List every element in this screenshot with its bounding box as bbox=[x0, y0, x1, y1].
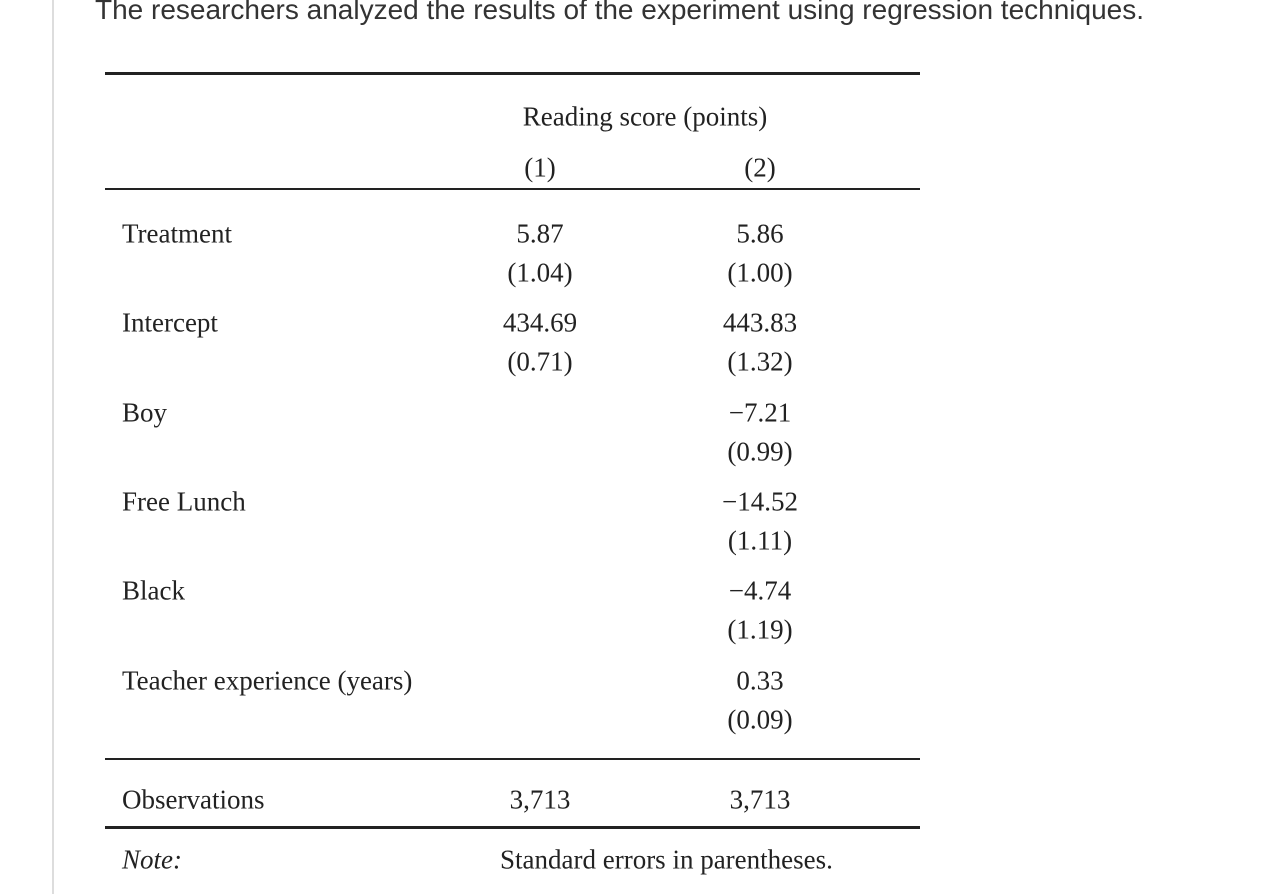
note-label: Note: bbox=[122, 844, 182, 875]
top-rule bbox=[105, 72, 920, 75]
coefficient: 0.33 bbox=[736, 665, 784, 695]
standard-error: (1.32) bbox=[727, 346, 793, 377]
standard-error: (0.99) bbox=[727, 436, 793, 467]
coefficient: −14.52 bbox=[722, 486, 798, 517]
coefficient: 5.86 bbox=[736, 218, 784, 249]
intro-text: The researchers analyzed the results of … bbox=[95, 0, 1145, 25]
observations-value: 3,713 bbox=[509, 784, 571, 815]
body-rule bbox=[105, 758, 920, 760]
coefficient: −4.74 bbox=[728, 575, 792, 606]
header-rule bbox=[105, 188, 920, 190]
row-label: Boy bbox=[122, 397, 168, 428]
bottom-rule bbox=[105, 826, 920, 829]
column-header: (1) bbox=[524, 152, 556, 183]
standard-error: (1.00) bbox=[727, 257, 793, 288]
observations-value: 3,713 bbox=[729, 784, 791, 815]
coefficient: −7.21 bbox=[728, 397, 792, 428]
row-label: Observations bbox=[122, 784, 265, 815]
sidebar-border bbox=[52, 0, 54, 894]
standard-error: (1.04) bbox=[507, 257, 573, 288]
standard-error: (0.09) bbox=[727, 704, 793, 734]
coefficient: 5.87 bbox=[516, 218, 564, 249]
row-label: Black bbox=[122, 575, 185, 606]
coefficient: 443.83 bbox=[722, 307, 798, 338]
row-label: Treatment bbox=[122, 218, 232, 249]
standard-error: (0.71) bbox=[507, 346, 573, 377]
standard-error: (1.11) bbox=[727, 525, 793, 556]
row-label: Teacher experience (years) bbox=[122, 665, 413, 695]
standard-error: (1.19) bbox=[727, 614, 793, 645]
row-label: Free Lunch bbox=[122, 486, 246, 517]
coefficient: 434.69 bbox=[502, 307, 578, 338]
row-label: Intercept bbox=[122, 307, 218, 338]
column-group-header: Reading score (points) bbox=[522, 101, 768, 132]
column-header: (2) bbox=[744, 152, 776, 183]
note-text: Standard errors in parentheses. bbox=[500, 844, 833, 875]
